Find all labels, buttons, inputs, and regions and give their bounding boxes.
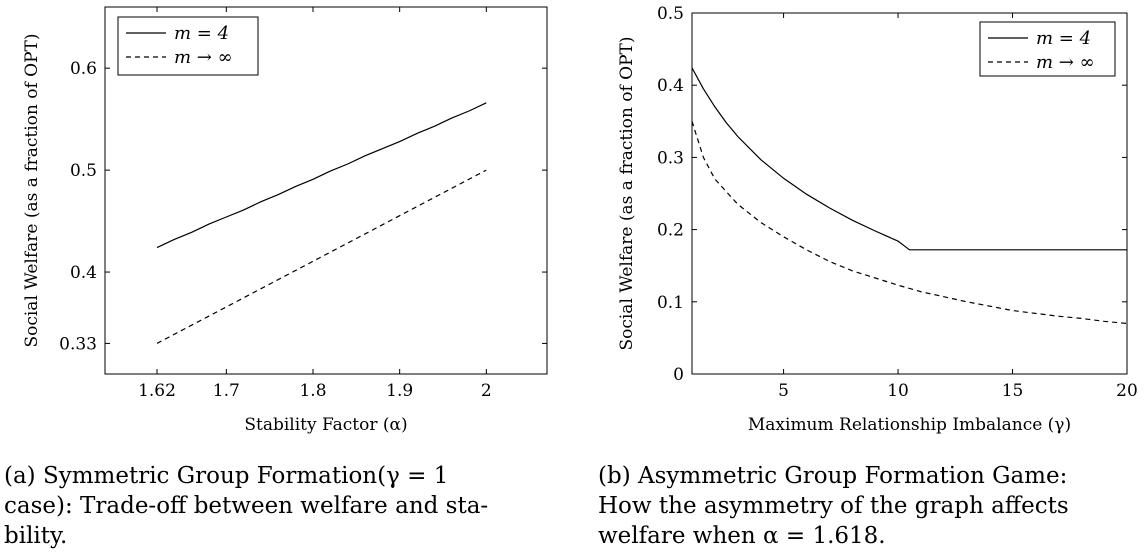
caption-a-line-2: case): Trade-off between welfare and sta…	[4, 493, 489, 519]
chart-b-x-tick-label: 20	[1116, 381, 1138, 401]
chart-a-legend-label-2: m → ∞	[174, 47, 233, 68]
chart-b-plot-frame	[691, 12, 1128, 375]
chart-a-y-tick-label: 0.4	[70, 263, 97, 283]
figure-canvas: 1.62 1.7 1.8 1.9 2 0.33 0.4 0.5 0.6 Stability Fac…	[22, 4, 1138, 435]
chart-b-x-axis-label: Maximum Relationship Imbalance (γ)	[748, 415, 1071, 435]
chart-a-x-axis-label: Stability Factor (α)	[244, 415, 407, 435]
chart-b-series-line-2	[691, 121, 1128, 325]
chart-a-x-tick-label: 1.62	[138, 381, 176, 401]
chart-a-x-tick-label: 1.8	[299, 381, 326, 401]
caption-b: (b) Asymmetric Group Formation Game: How…	[598, 461, 1143, 551]
chart-b-y-tick-label: 0.4	[657, 76, 684, 96]
caption-a-line-1: (a) Symmetric Group Formation(γ = 1	[4, 463, 449, 489]
caption-b-line-1: (b) Asymmetric Group Formation Game:	[598, 463, 1068, 489]
chart-b-y-tick-label: 0.5	[657, 4, 684, 24]
chart-a-series-line-2	[156, 169, 487, 344]
chart-b-x-tick-label: 15	[1002, 381, 1024, 401]
chart-a-x-tick-label: 1.9	[386, 381, 413, 401]
chart-a: 1.62 1.7 1.8 1.9 2 0.33 0.4 0.5 0.6 Stability Fac…	[22, 6, 548, 435]
chart-a-x-tick-label: 1.7	[213, 381, 240, 401]
chart-a-plot-frame	[104, 6, 548, 375]
chart-b-x-tick-label: 10	[887, 381, 909, 401]
chart-b-y-tick-label: 0.1	[657, 293, 684, 313]
chart-a-y-tick-label: 0.5	[70, 161, 97, 181]
chart-b: 5 10 15 20 0 0.1 0.2 0.3 0.4 0.5 Maximum Relations…	[617, 4, 1138, 435]
chart-a-series-line-1	[156, 102, 487, 249]
caption-a: (a) Symmetric Group Formation(γ = 1 case…	[4, 461, 546, 551]
chart-a-y-axis-label: Social Welfare (as a fraction of OPT)	[22, 33, 42, 347]
chart-b-legend-label-1: m = 4	[1036, 28, 1091, 49]
chart-b-y-tick-label: 0.3	[657, 148, 684, 168]
chart-a-legend-box	[117, 16, 259, 76]
caption-a-line-3: bility.	[4, 523, 68, 549]
chart-b-series-line-1	[691, 67, 1127, 251]
chart-b-x-tick-label: 5	[778, 381, 789, 401]
caption-b-line-3: welfare when α = 1.618.	[598, 523, 886, 549]
chart-b-y-axis-label: Social Welfare (as a fraction of OPT)	[617, 36, 637, 350]
chart-a-x-tick-label: 2	[481, 381, 492, 401]
chart-b-y-tick-label: 0	[673, 365, 684, 385]
chart-b-legend-box	[979, 21, 1116, 77]
chart-a-legend-label-1: m = 4	[174, 23, 229, 44]
chart-a-y-tick-label: 0.6	[70, 59, 97, 79]
chart-a-y-tick-label: 0.33	[59, 334, 97, 354]
chart-b-y-tick-label: 0.2	[657, 221, 684, 241]
caption-b-line-2: How the asymmetry of the graph affects	[598, 493, 1069, 519]
chart-b-legend-label-2: m → ∞	[1036, 52, 1095, 73]
